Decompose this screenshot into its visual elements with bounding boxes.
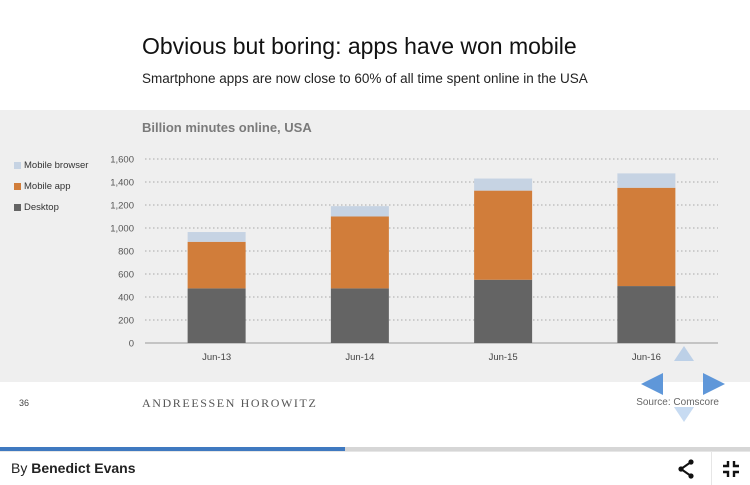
legend-label-desktop: Desktop	[24, 202, 59, 213]
chart-area: 0 200 400 600 800 1,000 1,200 1,400 1,600 Jun-13 J…	[0, 110, 750, 382]
bar-desktop	[617, 286, 676, 343]
bar-mobile-app	[474, 190, 533, 280]
chart-source: Source: Comscore	[636, 397, 719, 408]
x-tick-label: Jun-15	[489, 352, 518, 363]
y-tick-label: 600	[118, 270, 134, 281]
progress-bar[interactable]	[0, 447, 750, 451]
y-tick-label: 0	[129, 339, 134, 350]
bar-mobile-app	[617, 187, 676, 287]
bottom-bar: By Benedict Evans	[0, 451, 750, 485]
author-name[interactable]: Benedict Evans	[31, 460, 136, 476]
legend-label-mobile-browser: Mobile browser	[24, 160, 89, 171]
share-button[interactable]	[676, 459, 696, 479]
byline-prefix: By	[11, 460, 28, 476]
slide-navigation	[640, 345, 726, 425]
legend-item-mobile-browser: Mobile browser	[14, 155, 88, 176]
bar-mobile-browser	[474, 178, 533, 191]
legend-swatch-mobile-app	[14, 183, 21, 190]
y-tick-label: 1,000	[110, 224, 134, 235]
arrow-right-icon[interactable]	[702, 372, 726, 396]
y-tick-label: 1,200	[110, 201, 134, 212]
bar-desktop	[330, 288, 389, 343]
x-tick-label: Jun-16	[632, 352, 661, 363]
chart-legend: Mobile browser Mobile app Desktop	[14, 155, 88, 218]
byline: By Benedict Evans	[11, 460, 136, 476]
legend-label-mobile-app: Mobile app	[24, 181, 71, 192]
slide-title: Obvious but boring: apps have won mobile	[142, 33, 577, 59]
y-tick-label: 800	[118, 247, 134, 258]
bar-mobile-app	[187, 241, 246, 289]
fullscreen-button[interactable]	[711, 452, 750, 485]
legend-item-desktop: Desktop	[14, 197, 88, 218]
slide-number: 36	[19, 398, 30, 408]
bar-desktop	[474, 279, 533, 343]
y-tick-label: 400	[118, 293, 134, 304]
x-tick-label: Jun-14	[345, 352, 374, 363]
y-tick-label: 200	[118, 316, 134, 327]
slide: Obvious but boring: apps have won mobile…	[0, 33, 750, 447]
slide-subtitle: Smartphone apps are now close to 60% of …	[142, 71, 588, 86]
bar-mobile-browser	[617, 173, 676, 188]
progress-fill	[0, 447, 345, 451]
chart: 0 200 400 600 800 1,000 1,200 1,400 1,600 Jun-13 J…	[110, 155, 718, 363]
bar-mobile-app	[330, 216, 389, 289]
brand-logo: ANDREESSEN HOROWITZ	[142, 396, 318, 410]
y-tick-label: 1,600	[110, 155, 134, 166]
y-tick-label: 1,400	[110, 178, 134, 189]
legend-item-mobile-app: Mobile app	[14, 176, 88, 197]
arrow-up-icon[interactable]	[673, 345, 695, 362]
bar-mobile-browser	[330, 206, 389, 217]
slide-footer: 36 ANDREESSEN HOROWITZ Source: Comscore	[0, 382, 750, 447]
bar-desktop	[187, 288, 246, 343]
fullscreen-icon	[723, 461, 739, 477]
arrow-down-icon[interactable]	[673, 406, 695, 423]
x-tick-label: Jun-13	[202, 352, 231, 363]
legend-swatch-mobile-browser	[14, 162, 21, 169]
chart-title: Billion minutes online, USA	[142, 120, 312, 135]
share-icon	[678, 459, 694, 479]
bar-mobile-browser	[187, 232, 246, 242]
arrow-left-icon[interactable]	[640, 372, 664, 396]
legend-swatch-desktop	[14, 204, 21, 211]
